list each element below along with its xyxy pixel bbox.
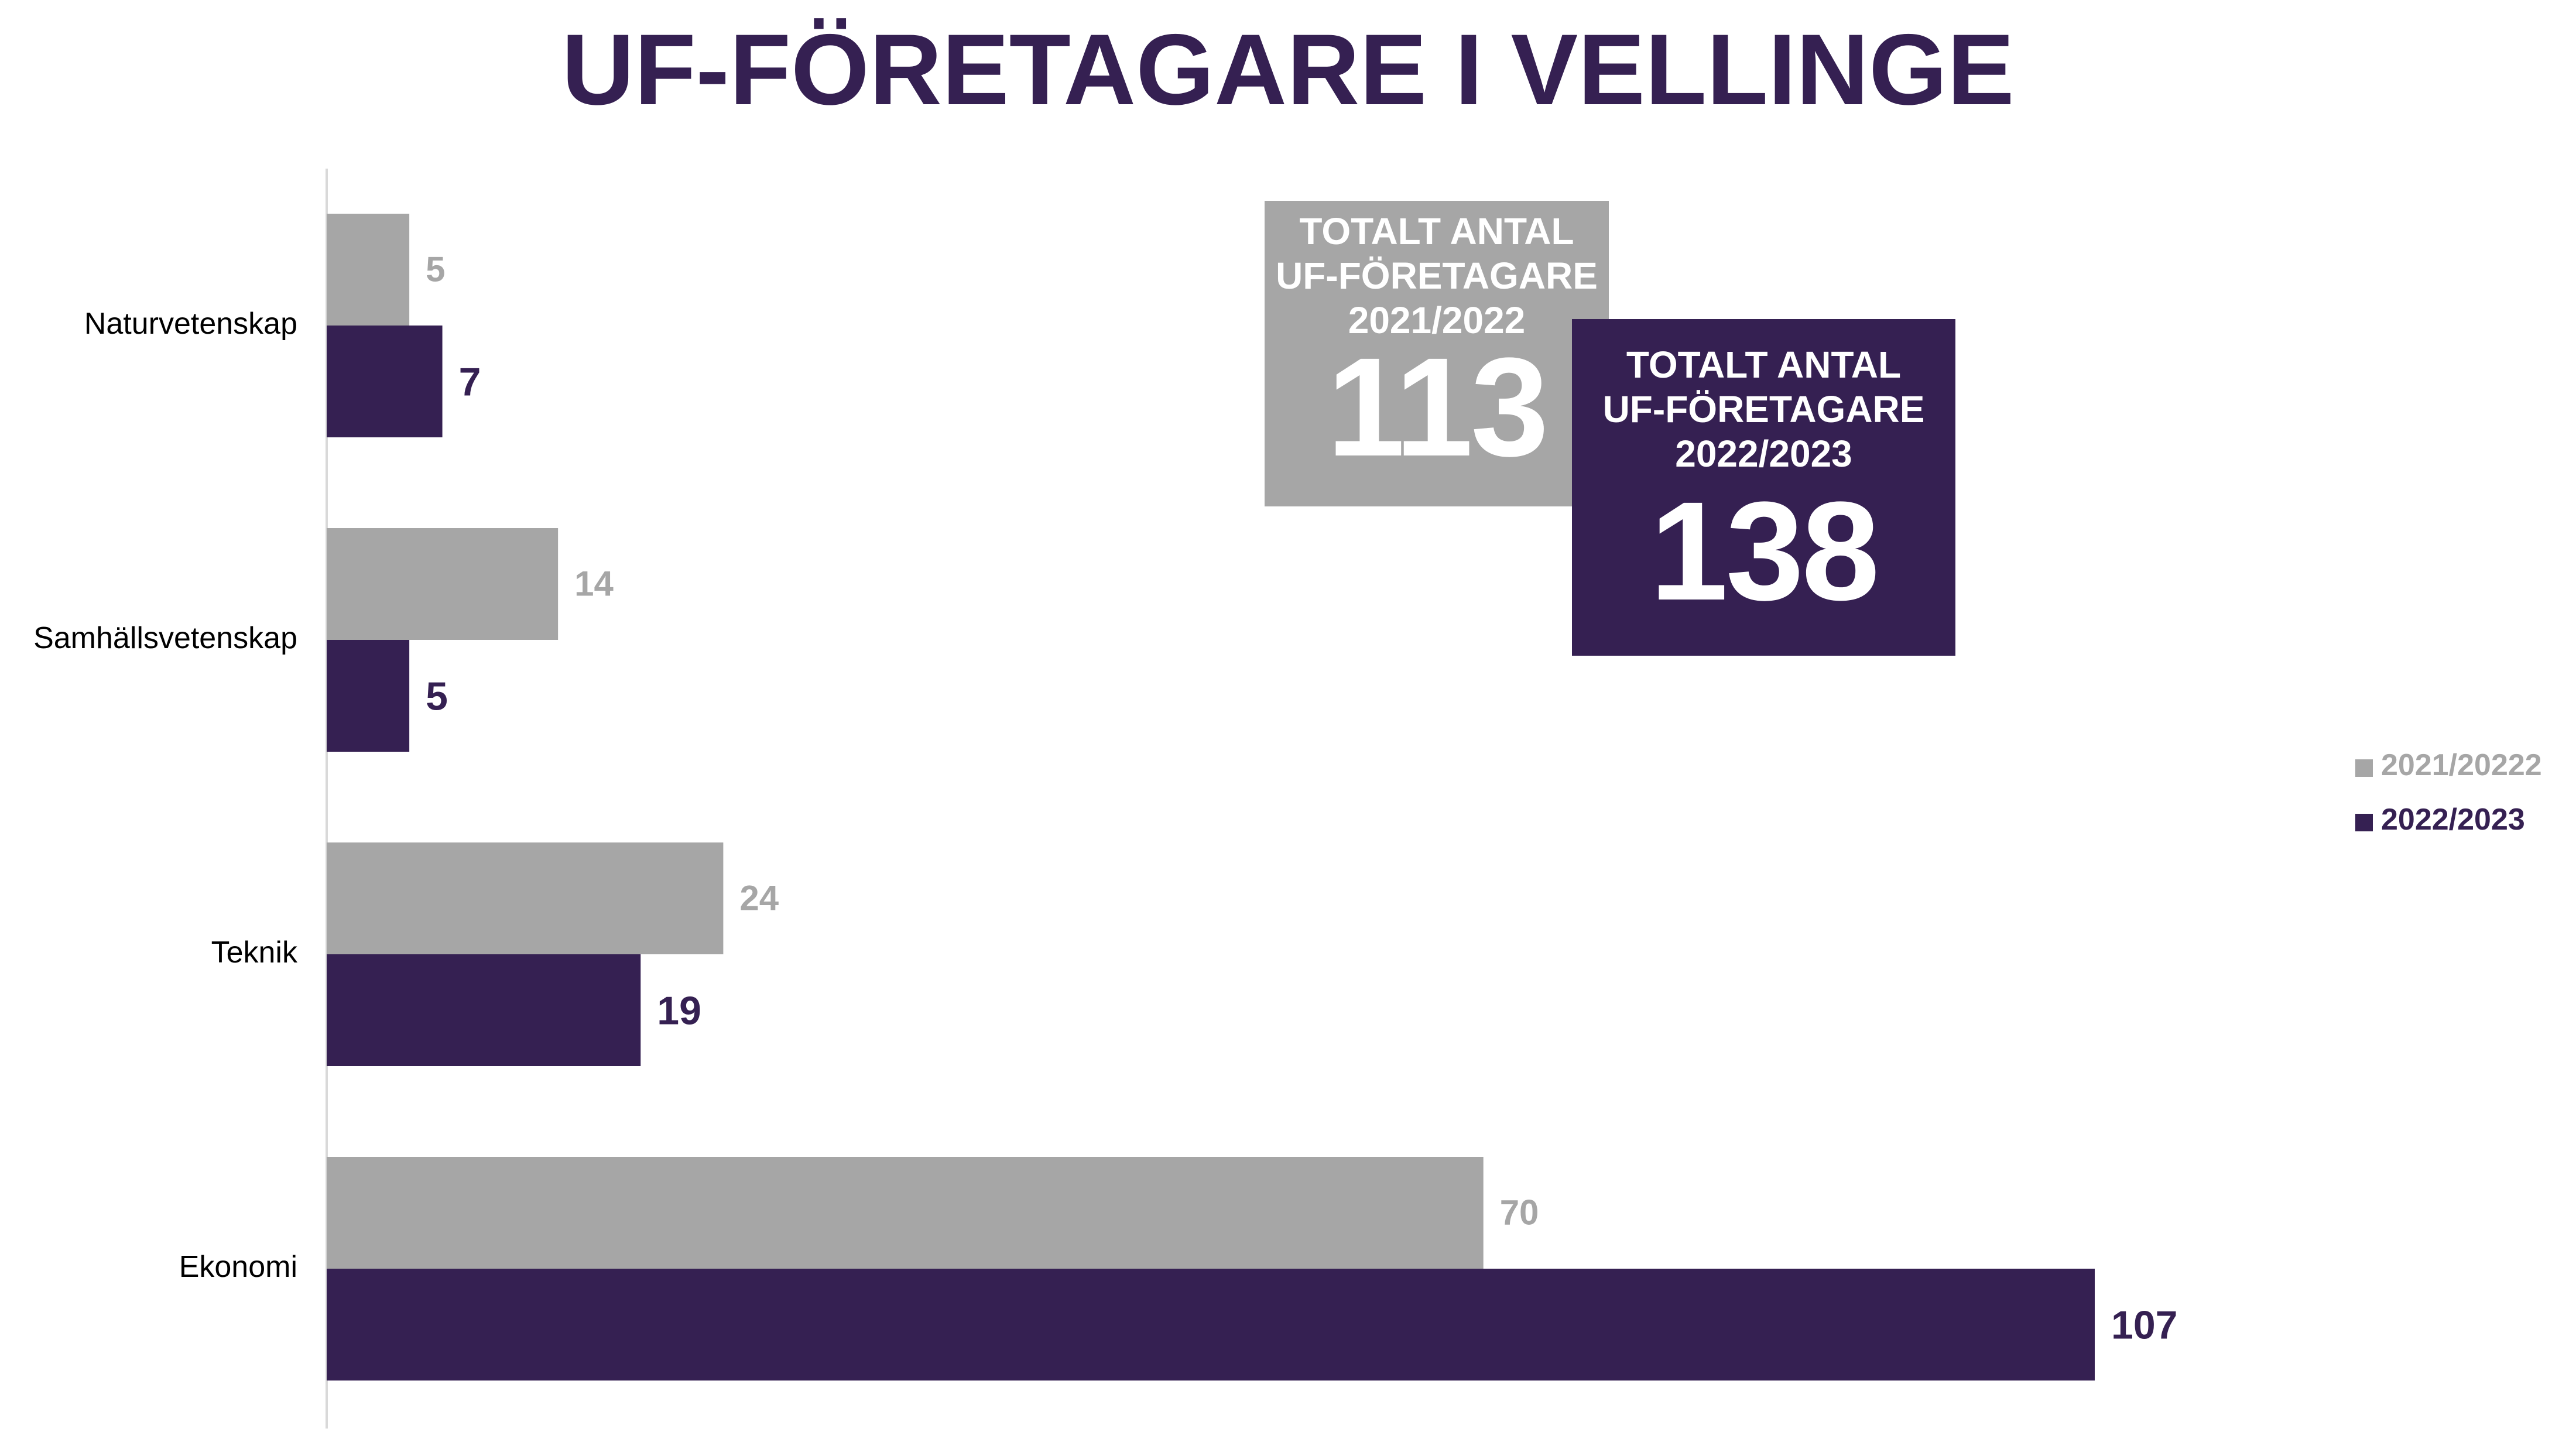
category-label: Samhällsvetenskap	[33, 621, 297, 655]
bar-value-label: 107	[2111, 1303, 2177, 1348]
bar-value-label: 24	[739, 879, 779, 918]
bar	[327, 640, 410, 752]
bar-value-label: 14	[574, 564, 614, 604]
bar-value-label: 7	[459, 360, 481, 405]
category-label: Ekonomi	[179, 1250, 297, 1284]
bar	[327, 842, 724, 954]
bar	[327, 954, 641, 1066]
category-label: Naturvetenskap	[84, 307, 297, 341]
bars-group: Naturvetenskap 5 7 Samhällsvetenskap 14 5 Tekn…	[33, 214, 2177, 1381]
bar	[327, 326, 443, 437]
legend-swatch	[2355, 759, 2373, 777]
total-value: 113	[1327, 328, 1549, 485]
chart-title: UF-FÖRETAGARE I VELLINGE	[561, 13, 2014, 126]
bar-value-label: 5	[426, 674, 448, 719]
total-heading: TOTALT ANTAL UF-FÖRETAGARE 2022/2023	[1602, 344, 1925, 475]
legend-label: 2022/2023	[2381, 803, 2525, 837]
bar-value-label: 5	[426, 250, 445, 289]
total-heading: TOTALT ANTAL UF-FÖRETAGARE 2021/2022	[1276, 210, 1598, 341]
bar	[327, 1269, 2095, 1381]
bar-value-label: 70	[1500, 1193, 1539, 1232]
total-box-2022-2023: TOTALT ANTAL UF-FÖRETAGARE 2022/2023 138	[1572, 319, 1955, 656]
bar	[327, 528, 559, 640]
legend-swatch	[2355, 814, 2373, 831]
category-label: Teknik	[211, 936, 298, 970]
legend-label: 2021/20222	[2381, 748, 2542, 782]
total-box-2021-2022: TOTALT ANTAL UF-FÖRETAGARE 2021/2022 113	[1265, 201, 1609, 506]
bar	[327, 1157, 1484, 1269]
bar	[327, 214, 410, 326]
total-value: 138	[1650, 472, 1879, 629]
bar-value-label: 19	[657, 989, 701, 1033]
legend: 2021/20222 2022/2023	[2355, 748, 2542, 837]
